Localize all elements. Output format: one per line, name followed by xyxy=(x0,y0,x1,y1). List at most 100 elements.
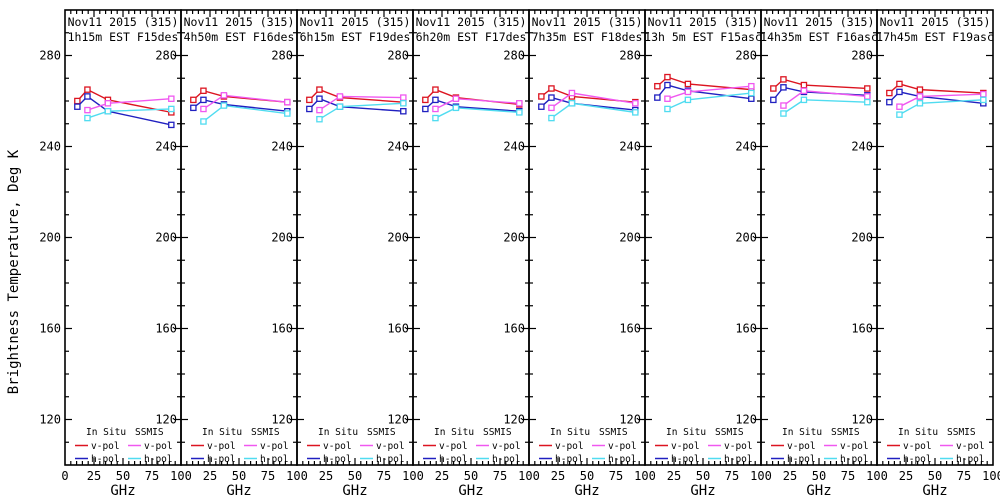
ssmis-v-pol-marker xyxy=(400,94,407,101)
panel-legend: In Situ SSMIS v-pol v-pol h-pol h-pol xyxy=(539,427,637,465)
insitu-h-pol-marker xyxy=(306,105,313,113)
ssmis-v-pol-marker xyxy=(980,90,987,98)
x-tick-label: 100 xyxy=(866,469,888,483)
y-tick-label: 200 xyxy=(155,231,177,245)
x-tick-label: 25 xyxy=(435,469,449,483)
legend-header-insitu: In Situ xyxy=(318,427,358,438)
axis-ticks xyxy=(877,10,993,465)
ssmis-h-pol-marker xyxy=(568,100,576,107)
legend-header-insitu: In Situ xyxy=(86,427,126,438)
panel-title-date: Nov11 2015 (315) xyxy=(416,15,527,29)
legend-label: h-pol xyxy=(555,454,584,465)
ssmis-v-pol-marker xyxy=(684,88,692,96)
legend-label: v-pol xyxy=(671,441,700,452)
ssmis-h-pol-line xyxy=(667,92,752,110)
insitu-v-pol-marker xyxy=(548,85,555,92)
panel-title-date: Nov11 2015 (315) xyxy=(648,15,759,29)
y-tick-label: 160 xyxy=(271,322,293,336)
y-tick-label: 280 xyxy=(155,49,177,63)
panel-title-pass: 13h 5m EST F15asc xyxy=(644,30,762,44)
ssmis-v-pol-marker xyxy=(220,92,228,99)
x-tick-label: 75 xyxy=(261,469,275,483)
x-tick-label: 100 xyxy=(518,469,540,483)
x-tick-label: 100 xyxy=(286,469,308,483)
ssmis-v-pol-marker xyxy=(548,104,555,112)
panel-title-pass: 4h50m EST F16des xyxy=(184,30,295,44)
legend-header-ssmis: SSMIS xyxy=(947,427,976,438)
panel-legend: In Situ SSMIS v-pol v-pol h-pol h-pol xyxy=(655,427,753,465)
y-tick-label: 120 xyxy=(735,413,757,427)
insitu-h-pol-marker xyxy=(538,103,545,110)
axis-ticks xyxy=(645,10,761,465)
legend-header-insitu: In Situ xyxy=(202,427,242,438)
y-tick-label: 280 xyxy=(619,49,641,63)
insitu-h-pol-marker xyxy=(316,95,323,102)
insitu-v-pol-line xyxy=(308,88,404,103)
insitu-v-pol-marker xyxy=(432,86,439,93)
legend-label: h-pol xyxy=(492,454,521,465)
y-tick-label: 120 xyxy=(155,413,177,427)
legend-label: v-pol xyxy=(376,441,405,452)
insitu-v-pol-marker xyxy=(684,80,692,88)
x-tick-label: 75 xyxy=(609,469,623,483)
ssmis-v-pol-marker xyxy=(84,106,91,114)
legend-label: v-pol xyxy=(608,441,637,452)
legend-label: v-pol xyxy=(903,441,932,452)
x-tick-label: 25 xyxy=(783,469,797,483)
y-tick-label: 200 xyxy=(619,231,641,245)
ssmis-h-pol-line xyxy=(319,102,404,120)
x-tick-label: 75 xyxy=(957,469,971,483)
ssmis-v-pol-marker xyxy=(748,82,755,90)
x-tick-label: 75 xyxy=(145,469,159,483)
legend-label: h-pol xyxy=(787,454,816,465)
insitu-v-pol-marker xyxy=(538,93,545,100)
panel-title-date: Nov11 2015 (315) xyxy=(300,15,411,29)
ssmis-v-pol-marker xyxy=(896,103,903,110)
legend-label: v-pol xyxy=(787,441,816,452)
insitu-v-pol-marker xyxy=(306,96,313,104)
y-tick-label: 280 xyxy=(851,49,873,63)
x-tick-label: 100 xyxy=(402,469,424,483)
ssmis-h-pol-marker xyxy=(664,105,671,113)
ssmis-h-pol-marker xyxy=(284,110,291,117)
panel-legend: In Situ SSMIS v-pol v-pol h-pol h-pol xyxy=(423,427,521,465)
ssmis-v-pol-marker xyxy=(664,95,671,102)
ssmis-h-pol-marker xyxy=(632,109,639,116)
x-tick-label: 25 xyxy=(87,469,101,483)
legend-label: h-pol xyxy=(903,454,932,465)
ssmis-h-pol-marker xyxy=(84,114,91,122)
legend-label: v-pol xyxy=(840,441,869,452)
y-tick-label: 240 xyxy=(503,140,525,154)
panel-legend: In Situ SSMIS v-pol v-pol h-pol h-pol xyxy=(307,427,405,465)
insitu-v-pol-marker xyxy=(316,86,323,93)
insitu-v-pol-line xyxy=(888,83,984,94)
insitu-v-pol-marker xyxy=(800,81,808,89)
insitu-h-pol-marker xyxy=(896,88,903,96)
panel-5: Nov11 2015 (315)7h35m EST F18des 280 240 20… xyxy=(503,9,656,499)
ssmis-h-pol-marker xyxy=(516,109,523,116)
legend-label: h-pol xyxy=(91,454,120,465)
legend-header-insitu: In Situ xyxy=(666,427,706,438)
panel-legend: In Situ SSMIS v-pol v-pol h-pol h-pol xyxy=(887,427,985,465)
panel-title-date: Nov11 2015 (315) xyxy=(68,15,179,29)
legend-label: h-pol xyxy=(671,454,700,465)
x-axis-unit: GHz xyxy=(110,483,135,499)
legend-header-ssmis: SSMIS xyxy=(715,427,744,438)
y-tick-label: 200 xyxy=(387,231,409,245)
y-tick-label: 240 xyxy=(155,140,177,154)
insitu-v-pol-marker xyxy=(74,97,81,105)
x-tick-label: 75 xyxy=(841,469,855,483)
x-axis-unit: GHz xyxy=(458,483,483,499)
legend-label: v-pol xyxy=(492,441,521,452)
ssmis-v-pol-marker xyxy=(316,106,323,114)
panel-title-date: Nov11 2015 (315) xyxy=(184,15,295,29)
ssmis-h-pol-line xyxy=(203,104,288,123)
insitu-h-pol-marker xyxy=(654,94,661,101)
y-tick-label: 240 xyxy=(387,140,409,154)
y-tick-label: 200 xyxy=(735,231,757,245)
y-tick-label: 280 xyxy=(503,49,525,63)
insitu-h-pol-marker xyxy=(748,95,755,102)
y-tick-label: 120 xyxy=(271,413,293,427)
ssmis-h-pol-line xyxy=(783,99,868,115)
